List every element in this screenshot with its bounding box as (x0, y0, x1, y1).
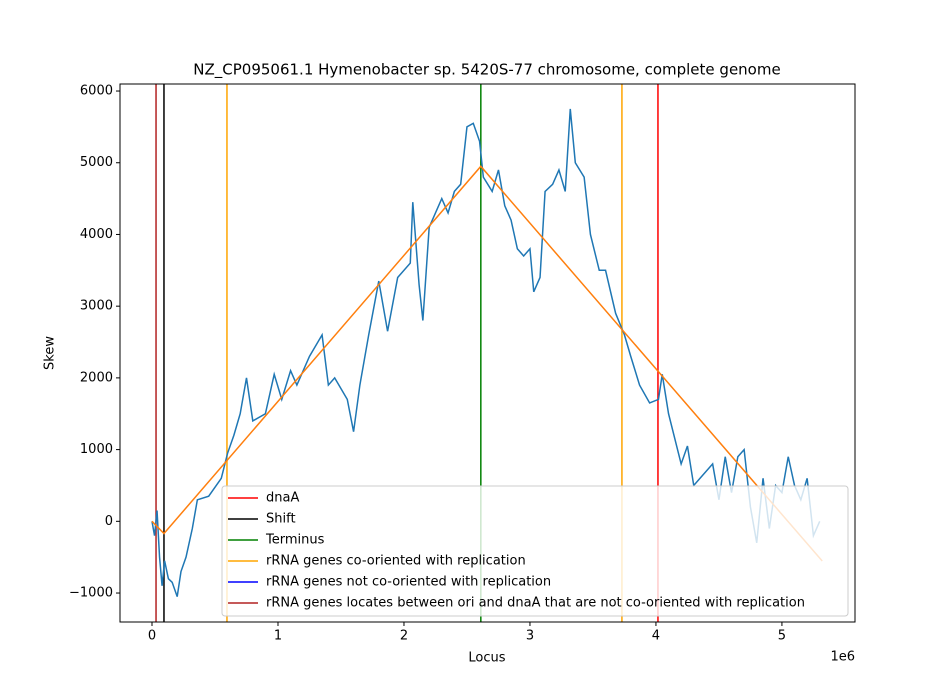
y-tick-label: 2000 (80, 370, 113, 385)
y-axis-label: Skew (43, 336, 58, 370)
legend-label: rRNA genes co-oriented with replication (266, 554, 526, 569)
y-tick-label: 6000 (80, 84, 113, 99)
plot-frame (119, 83, 856, 623)
x-tick-label: 2 (400, 629, 408, 644)
legend-label: Shift (266, 512, 296, 527)
y-tick-label: 0 (105, 514, 113, 529)
y-tick-label: 5000 (80, 155, 113, 170)
x-tick-label: 0 (148, 629, 156, 644)
y-tick-label: 3000 (80, 299, 113, 314)
line-series (151, 165, 823, 562)
y-tick-label: 1000 (80, 442, 113, 457)
x-tick-label: 5 (778, 629, 786, 644)
x-tick-label: 3 (526, 629, 534, 644)
y-tick-label: −1000 (69, 586, 113, 601)
chart-title: NZ_CP095061.1 Hymenobacter sp. 5420S-77 … (193, 61, 780, 80)
x-tick-label: 1 (274, 629, 282, 644)
legend-label: Terminus (265, 533, 325, 548)
y-tick-label: 4000 (80, 227, 113, 242)
legend-label: rRNA genes not co-oriented with replicat… (266, 575, 551, 590)
x-offset-label: 1e6 (830, 650, 855, 665)
x-tick-label: 4 (652, 629, 660, 644)
legend-label: dnaA (266, 491, 299, 506)
legend-label: rRNA genes locates between ori and dnaA … (266, 596, 805, 611)
x-axis-label: Locus (468, 651, 505, 666)
legend-box (221, 485, 849, 617)
